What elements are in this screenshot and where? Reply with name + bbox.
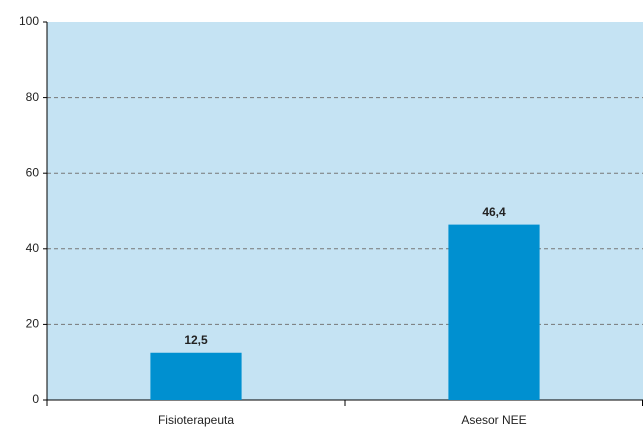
- y-tick-label: 100: [19, 14, 39, 28]
- y-tick-label: 60: [26, 165, 40, 179]
- bar: [150, 352, 242, 400]
- x-tick-label: Fisioterapeuta: [158, 413, 234, 427]
- y-tick-label: 40: [26, 241, 40, 255]
- y-tick-label: 0: [32, 392, 39, 406]
- y-tick-label: 20: [26, 317, 40, 331]
- y-tick-label: 80: [26, 90, 40, 104]
- bar: [448, 224, 540, 400]
- x-tick-label: Asesor NEE: [461, 413, 526, 427]
- value-label: 46,4: [482, 205, 506, 219]
- plot-area: [47, 22, 643, 400]
- value-label: 12,5: [184, 333, 208, 347]
